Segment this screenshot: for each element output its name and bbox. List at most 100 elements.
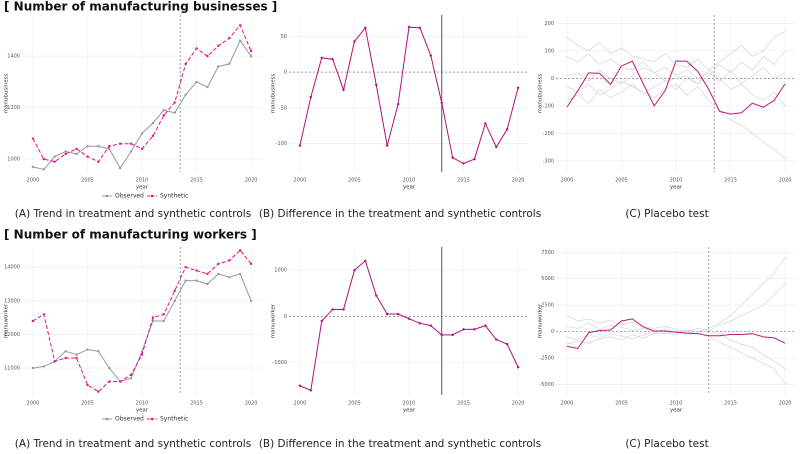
- data-point: [418, 26, 422, 30]
- y-tick-label: 0: [551, 329, 554, 335]
- data-point: [31, 366, 35, 370]
- series-line: [566, 318, 786, 350]
- data-point: [42, 168, 46, 171]
- data-point: [473, 328, 476, 331]
- x-tick-label: 2005: [81, 401, 94, 407]
- x-axis-label: year: [403, 185, 416, 191]
- data-point: [451, 156, 454, 159]
- data-point: [108, 145, 111, 148]
- y-tick-label: 11000: [4, 366, 20, 372]
- data-point: [108, 147, 111, 151]
- data-point: [396, 312, 400, 316]
- data-point: [151, 134, 155, 138]
- data-point: [195, 80, 198, 84]
- legend-swatch: [105, 194, 109, 198]
- legend-label: Observed: [115, 193, 144, 200]
- y-tick-label: 2500: [541, 303, 554, 309]
- data-point: [75, 147, 78, 151]
- data-point: [331, 308, 334, 311]
- x-axis-label: year: [670, 185, 683, 191]
- data-point: [228, 259, 231, 262]
- caption: (C) Placebo test: [625, 208, 708, 220]
- x-tick-label: 2005: [615, 178, 628, 184]
- data-point: [238, 249, 242, 252]
- x-tick-label: 2020: [245, 401, 258, 407]
- x-tick-label: 2020: [779, 401, 792, 407]
- x-tick-label: 2020: [779, 178, 792, 184]
- data-point: [320, 319, 323, 323]
- x-tick-label: 2020: [245, 178, 258, 184]
- x-axis-label: year: [136, 185, 149, 191]
- series-line: [566, 257, 786, 333]
- x-axis-label: year: [403, 408, 416, 414]
- series-line: [566, 50, 786, 104]
- data-point: [64, 150, 67, 153]
- data-point: [249, 54, 253, 58]
- data-point: [505, 342, 509, 346]
- y-tick-label: -1000: [272, 360, 287, 366]
- y-tick-label: -300: [543, 158, 554, 164]
- legend-label: Synthetic: [160, 193, 188, 200]
- y-tick-label: 14000: [4, 265, 20, 271]
- caption: (B) Difference in the treatment and synt…: [259, 208, 541, 220]
- y-tick-label: 0: [284, 70, 287, 76]
- data-point: [64, 356, 67, 360]
- y-axis-label: manuworker: [271, 303, 277, 338]
- panel: -5000 -2500 0 2500 5000 7500 2000 2005 2010 2015 2…: [538, 247, 796, 450]
- x-tick-label: 2005: [81, 178, 94, 184]
- data-point: [407, 25, 411, 29]
- x-tick-label: 2020: [512, 178, 525, 184]
- x-tick-label: 2005: [615, 401, 628, 407]
- data-point: [31, 165, 35, 169]
- x-tick-label: 2015: [457, 178, 470, 184]
- data-point: [195, 279, 198, 282]
- y-tick-label: -2500: [539, 356, 554, 362]
- data-point: [162, 114, 166, 117]
- series-line: [566, 60, 786, 115]
- y-axis-label: manubusiness: [538, 74, 544, 114]
- data-point: [97, 145, 100, 148]
- y-tick-label: -50: [279, 105, 287, 111]
- x-tick-label: 2005: [348, 401, 361, 407]
- data-point: [407, 317, 411, 320]
- data-point: [151, 121, 155, 125]
- data-point: [118, 166, 122, 170]
- legend-label: Synthetic: [160, 416, 188, 423]
- data-point: [184, 279, 187, 282]
- data-point: [309, 95, 313, 99]
- x-tick-label: 2000: [294, 178, 307, 184]
- y-tick-label: -200: [543, 131, 554, 137]
- data-point: [53, 160, 56, 163]
- data-point: [140, 353, 144, 356]
- data-point: [173, 101, 176, 104]
- data-point: [505, 127, 509, 131]
- series-line: [566, 80, 786, 159]
- data-point: [462, 328, 465, 331]
- data-point: [206, 54, 209, 58]
- y-tick-label: 0: [284, 314, 287, 320]
- data-point: [75, 152, 78, 156]
- data-point: [64, 152, 67, 156]
- y-tick-label: 1000: [274, 268, 287, 274]
- caption: (B) Difference in the treatment and synt…: [259, 438, 541, 450]
- data-point: [86, 383, 89, 387]
- data-point: [173, 299, 176, 303]
- data-point: [129, 373, 133, 377]
- data-point: [217, 44, 220, 48]
- section-header: [ Number of manufacturing workers ]: [4, 228, 257, 242]
- x-tick-label: 2000: [561, 178, 574, 184]
- caption: (A) Trend in treatment and synthetic con…: [15, 438, 251, 450]
- data-point: [31, 137, 35, 140]
- x-tick-label: 2010: [670, 178, 683, 184]
- x-tick-label: 2015: [724, 178, 737, 184]
- y-tick-label: 100: [544, 48, 554, 54]
- data-point: [451, 333, 454, 337]
- data-point: [495, 145, 498, 149]
- data-point: [86, 145, 89, 148]
- data-point: [118, 142, 122, 145]
- y-tick-label: 50: [281, 34, 287, 40]
- x-tick-label: 2015: [457, 401, 470, 407]
- section-header: [ Number of manufacturing businesses ]: [4, 0, 277, 14]
